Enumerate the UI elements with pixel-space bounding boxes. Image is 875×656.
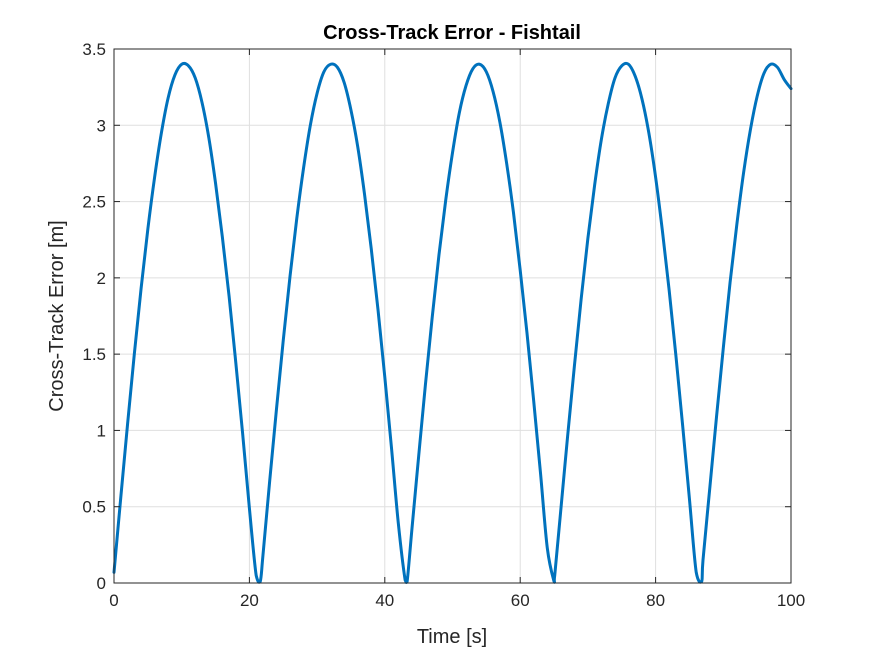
- y-tick-label: 3: [97, 116, 106, 135]
- chart-title: Cross-Track Error - Fishtail: [323, 22, 581, 44]
- x-tick-label: 20: [240, 591, 259, 610]
- y-tick-label: 0: [97, 574, 106, 593]
- y-tick-label: 1.5: [82, 345, 106, 364]
- x-axis-label: Time [s]: [417, 626, 487, 648]
- tick-marks: [113, 48, 792, 584]
- axes-box: [113, 48, 792, 584]
- y-tick-label: 2.5: [82, 193, 106, 212]
- x-tick-label: 80: [646, 591, 665, 610]
- y-tick-label: 1: [97, 421, 106, 440]
- y-axis-label: Cross-Track Error [m]: [46, 220, 68, 411]
- x-tick-label: 40: [375, 591, 394, 610]
- y-tick-labels: 0 0.5 1 1.5 2 2.5 3 3.5: [82, 40, 106, 593]
- y-tick-label: 2: [97, 269, 106, 288]
- x-tick-label: 0: [109, 591, 118, 610]
- y-tick-label: 3.5: [82, 40, 106, 59]
- data-series: [112, 61, 793, 584]
- x-tick-labels: 0 20 40 60 80 100: [109, 591, 805, 610]
- x-tick-label: 100: [777, 591, 805, 610]
- x-tick-label: 60: [511, 591, 530, 610]
- plot-area-background: [114, 49, 791, 583]
- y-tick-label: 0.5: [82, 498, 106, 517]
- series-line: [112, 61, 793, 584]
